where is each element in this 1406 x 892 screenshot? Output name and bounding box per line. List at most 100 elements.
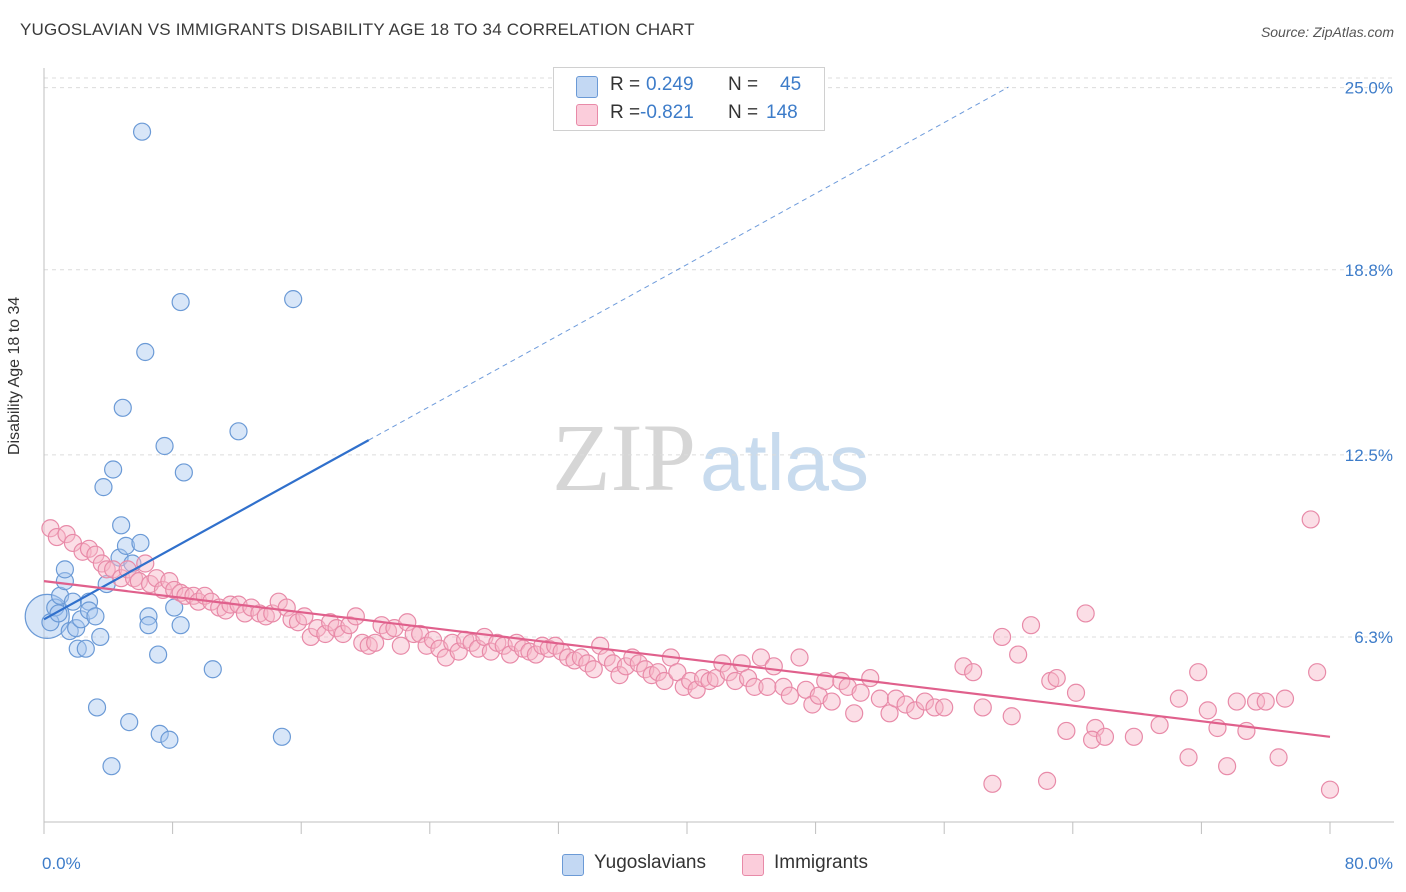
immigrant-point bbox=[886, 689, 906, 708]
yugoslavian-point bbox=[86, 607, 105, 626]
yugoslavian-point bbox=[55, 560, 74, 579]
immigrant-point bbox=[1269, 748, 1288, 767]
yugoslavian-point bbox=[229, 422, 248, 441]
yugoslavian-point bbox=[150, 724, 169, 743]
yugoslavian-point bbox=[284, 290, 303, 309]
legend-swatch-pink bbox=[576, 104, 598, 126]
legend-swatch-pink bbox=[742, 854, 764, 876]
immigrant-point bbox=[1227, 692, 1246, 711]
legend-r-value: -0.821 bbox=[640, 102, 694, 123]
yugoslavian-point bbox=[132, 122, 152, 141]
immigrant-point bbox=[1057, 721, 1076, 741]
yugoslavian-point bbox=[131, 533, 150, 553]
immigrant-point bbox=[935, 698, 954, 717]
yugoslavian-point bbox=[120, 713, 139, 732]
yugoslavian-point bbox=[203, 660, 222, 679]
watermark-atlas: atlas bbox=[700, 418, 869, 507]
immigrant-point bbox=[1301, 510, 1320, 529]
immigrant-point bbox=[1009, 645, 1028, 664]
legend-label: Immigrants bbox=[774, 852, 868, 873]
yugoslavian-point bbox=[136, 342, 155, 362]
yugoslavian-point bbox=[149, 645, 168, 664]
y-tick-label: 6.3% bbox=[1354, 628, 1393, 647]
yugoslavian-point bbox=[116, 536, 136, 555]
yugoslavian-point bbox=[155, 436, 174, 456]
immigrant-point bbox=[780, 686, 799, 705]
immigrant-point bbox=[745, 677, 764, 696]
yugoslavian-point bbox=[102, 757, 121, 776]
immigrant-point bbox=[1047, 668, 1066, 688]
immigrant-point bbox=[449, 642, 468, 661]
immigrant-point bbox=[366, 633, 385, 652]
legend-n-label: N = bbox=[728, 74, 759, 95]
immigrant-point bbox=[1256, 692, 1275, 711]
yugoslavian-point bbox=[272, 727, 292, 746]
immigrant-point bbox=[925, 698, 944, 717]
x-tick-label: 80.0% bbox=[1345, 854, 1393, 873]
immigrant-point bbox=[92, 554, 111, 573]
immigrant-point bbox=[896, 695, 915, 714]
watermark: ZIPatlas bbox=[552, 402, 869, 513]
yugoslavian-point bbox=[67, 619, 86, 638]
immigrant-point bbox=[751, 648, 771, 667]
y-tick-label: 18.8% bbox=[1345, 261, 1393, 280]
legend-r-value: 0.249 bbox=[646, 74, 694, 95]
immigrant-point bbox=[97, 560, 116, 579]
yugoslavian-point bbox=[87, 698, 107, 717]
legend-n-label: N = bbox=[728, 102, 759, 123]
yugoslavian-point bbox=[94, 478, 113, 497]
immigrant-point bbox=[790, 648, 809, 667]
legend-r-label: R = bbox=[610, 102, 641, 123]
immigrant-point bbox=[160, 572, 179, 591]
immigrant-point bbox=[915, 692, 935, 711]
yugoslavian-point bbox=[160, 730, 179, 749]
immigrant-point bbox=[1095, 727, 1115, 746]
yugoslavian-point bbox=[91, 627, 110, 647]
immigrant-point bbox=[1169, 689, 1188, 708]
legend-n-value: 148 bbox=[766, 102, 798, 123]
immigrant-point bbox=[1076, 604, 1095, 623]
immigrant-point bbox=[1198, 701, 1217, 720]
immigrant-point bbox=[973, 698, 992, 717]
yugoslavian-point bbox=[174, 463, 193, 482]
immigrant-point bbox=[954, 657, 973, 676]
immigrant-point bbox=[1308, 663, 1327, 682]
yugoslavian-point bbox=[139, 616, 158, 635]
immigrant-point bbox=[1124, 727, 1143, 746]
immigrant-point bbox=[655, 671, 674, 691]
immigrant-point bbox=[1037, 771, 1057, 790]
immigrant-point bbox=[1021, 616, 1041, 635]
y-tick-label: 25.0% bbox=[1345, 79, 1393, 98]
immigrant-point bbox=[391, 636, 410, 655]
immigrant-point bbox=[1066, 683, 1086, 702]
yugoslavian-point bbox=[113, 398, 132, 417]
immigrant-point bbox=[983, 774, 1002, 793]
immigrant-point bbox=[1218, 757, 1237, 776]
legend-swatch-blue bbox=[562, 854, 584, 876]
yugoslavian-point bbox=[112, 516, 131, 535]
watermark-zip: ZIP bbox=[552, 404, 696, 511]
immigrant-point bbox=[845, 704, 864, 723]
correlation-legend: R = 0.249 N = 45 R = -0.821 N = 148 bbox=[553, 67, 825, 131]
yugoslavian-trend-extension bbox=[368, 86, 1009, 441]
immigrant-point bbox=[764, 657, 783, 676]
immigrant-point bbox=[992, 627, 1012, 647]
immigrant-point bbox=[822, 692, 841, 711]
immigrant-point bbox=[584, 660, 603, 679]
immigrant-point bbox=[964, 663, 983, 682]
immigrant-point bbox=[851, 683, 870, 702]
legend-label: Yugoslavians bbox=[594, 852, 706, 873]
yugoslavian-point bbox=[171, 616, 190, 635]
immigrant-point bbox=[1189, 663, 1208, 682]
x-tick-label: 0.0% bbox=[42, 854, 81, 873]
immigrant-point bbox=[129, 572, 148, 591]
immigrant-point bbox=[1320, 780, 1340, 799]
yugoslavian-point bbox=[104, 460, 123, 479]
source-label: Source: ZipAtlas.com bbox=[1260, 24, 1394, 40]
chart-title: YUGOSLAVIAN VS IMMIGRANTS DISABILITY AGE… bbox=[20, 20, 695, 39]
series-legend: Yugoslavians Immigrants bbox=[0, 852, 1406, 878]
immigrant-point bbox=[687, 680, 706, 699]
immigrant-trend-line bbox=[43, 580, 1331, 738]
legend-n-value: 45 bbox=[780, 74, 802, 95]
